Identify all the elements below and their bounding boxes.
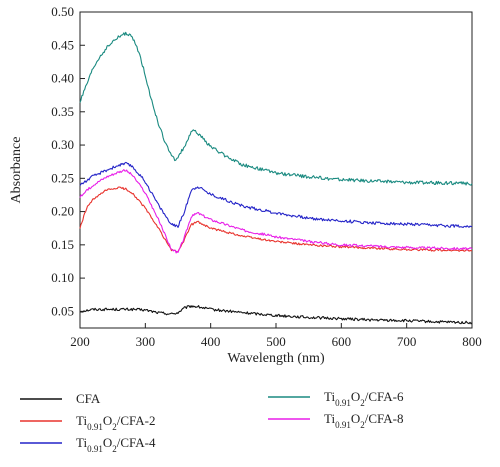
- y-tick-label: 0.35: [51, 104, 74, 119]
- series-line-0: [79, 305, 473, 325]
- axis-layer: 200 300 400 500 600 700 800 0.05 0.10 0.15 0.20 0.2…: [51, 4, 482, 349]
- legend-label: Ti0.91O2/CFA-2: [76, 413, 156, 432]
- y-tick-label: 0.15: [51, 237, 74, 252]
- legend: CFA Ti0.91O2/CFA-2 Ti0.91O2/CFA-4 Ti0.91O2/…: [20, 389, 404, 454]
- legend-label: Ti0.91O2/CFA-6: [324, 389, 404, 408]
- y-tick-label: 0.10: [51, 270, 74, 285]
- series-line-3: [79, 31, 473, 186]
- legend-label: Ti0.91O2/CFA-4: [76, 435, 156, 454]
- legend-label: Ti0.91O2/CFA-8: [324, 411, 404, 430]
- x-tick-label: 700: [397, 334, 417, 349]
- series-line-2: [79, 161, 473, 228]
- series-layer: [79, 31, 473, 325]
- x-tick-label: 500: [266, 334, 286, 349]
- x-axis-title: Wavelength (nm): [227, 351, 325, 366]
- y-axis-title: Absorbance: [9, 137, 24, 204]
- x-tick-label: 400: [201, 334, 221, 349]
- plot-frame: [79, 11, 473, 329]
- series-line-1: [79, 186, 473, 253]
- y-tick-label: 0.50: [51, 4, 74, 19]
- legend-label: CFA: [76, 391, 101, 406]
- x-tick-label: 600: [332, 334, 352, 349]
- y-tick-label: 0.25: [51, 170, 74, 185]
- y-tick-label: 0.30: [51, 137, 74, 152]
- y-tick-label: 0.05: [51, 303, 74, 318]
- series-line-4: [79, 169, 473, 254]
- y-tick-label: 0.40: [51, 71, 74, 86]
- y-tick-label: 0.45: [51, 37, 74, 52]
- x-tick-label: 200: [70, 334, 90, 349]
- x-tick-label: 800: [462, 334, 482, 349]
- y-tick-label: 0.20: [51, 204, 74, 219]
- x-tick-label: 300: [136, 334, 156, 349]
